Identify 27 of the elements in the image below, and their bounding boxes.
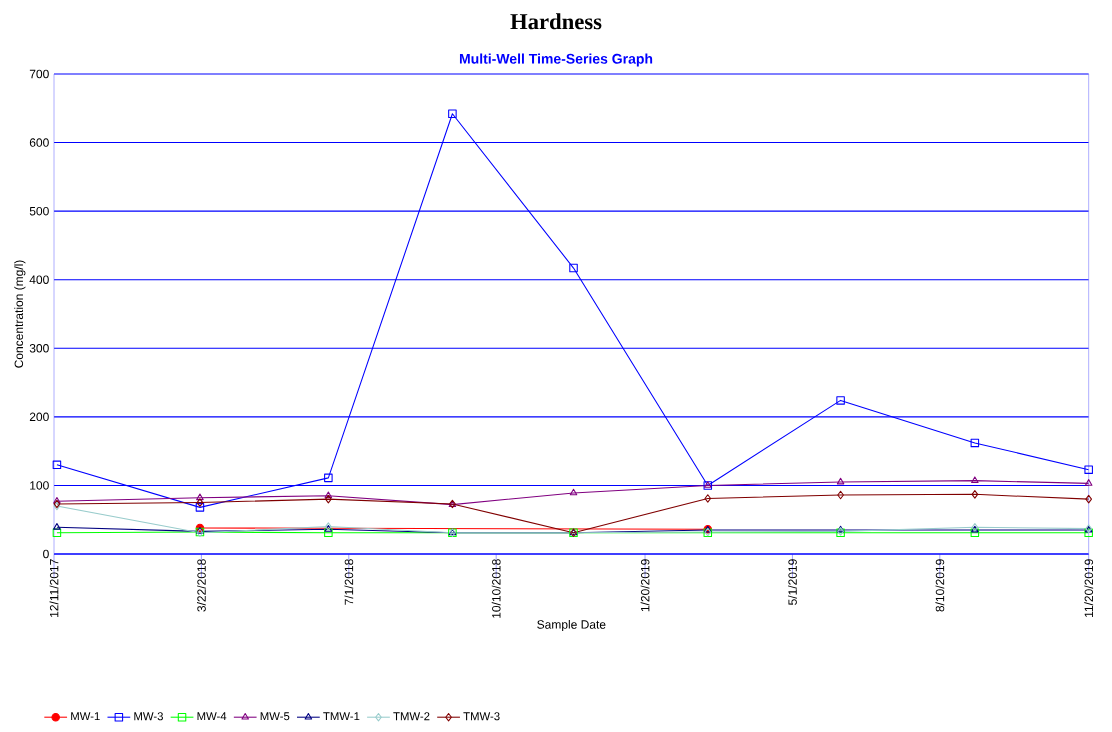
legend-label: MW-1 (71, 712, 100, 721)
legend-label: TMW-3 (463, 712, 500, 721)
y-tick-label: 100 (30, 481, 49, 490)
y-tick-label: 400 (29, 275, 49, 284)
legend-label: MW-3 (134, 712, 163, 721)
legend-label: TMW-1 (323, 712, 360, 721)
y-tick-label: 300 (29, 344, 49, 353)
y-tick-label: 700 (29, 69, 49, 79)
x-tick-label: 5/1/2019 (788, 559, 797, 605)
legend-label: TMW-2 (393, 712, 430, 721)
x-tick-label: 11/20/2019 (1084, 559, 1094, 617)
y-tick-label: 0 (43, 549, 49, 559)
x-tick-label: 1/20/2019 (640, 559, 650, 612)
legend-label: MW-5 (260, 712, 290, 721)
y-tick-label: 600 (29, 138, 49, 147)
y-tick-label: 500 (29, 206, 49, 216)
chart-title: Hardness (510, 13, 602, 30)
chart-subtitle: Multi-Well Time-Series Graph (459, 53, 653, 67)
x-tick-label: 3/22/2018 (196, 559, 206, 612)
y-axis-title: Concentration (mg/l) (14, 260, 26, 368)
x-tick-label: 7/1/2018 (344, 559, 354, 605)
y-tick-label: 200 (29, 412, 49, 422)
x-axis-title: Sample Date (537, 619, 606, 632)
x-tick-label: 10/10/2018 (491, 559, 501, 618)
x-tick-label: 12/11/2017 (49, 559, 59, 617)
x-tick-label: 8/10/2019 (935, 559, 945, 612)
legend-label: MW-4 (197, 712, 227, 721)
